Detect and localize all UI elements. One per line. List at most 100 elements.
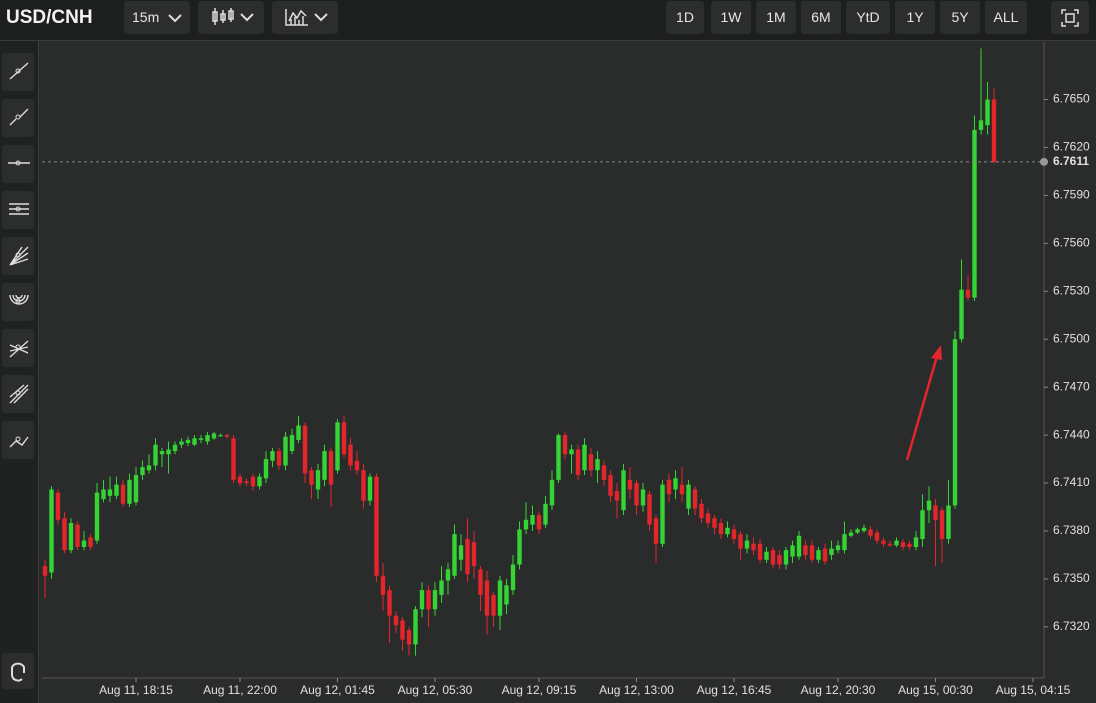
candle-body (647, 494, 652, 525)
draw-tool[interactable] (2, 283, 34, 321)
candle-body (991, 99, 997, 162)
candle-body (205, 435, 210, 442)
candle-body (309, 470, 314, 485)
candle-body (699, 503, 704, 519)
y-tick-label: 6.7530 (1053, 283, 1090, 297)
candle-body (231, 438, 236, 480)
candle-body (900, 542, 906, 547)
candle-body (315, 470, 321, 490)
candle-body (601, 465, 607, 480)
y-tick-label: 6.7350 (1053, 571, 1090, 585)
candle-body (777, 554, 782, 565)
magnet-tool[interactable] (2, 653, 34, 689)
candle-body (608, 475, 613, 496)
range-button[interactable]: 6M (801, 1, 841, 34)
candle-body (172, 444, 178, 452)
candle-body (335, 422, 340, 471)
candle-body (133, 475, 139, 503)
candle-body (120, 484, 126, 504)
candle-body (432, 590, 438, 610)
candle-body (770, 550, 776, 565)
candle-body (140, 467, 145, 476)
candle-body (887, 543, 893, 546)
candle-body (595, 459, 600, 471)
candle-body (426, 590, 431, 610)
candle-body (874, 532, 880, 541)
range-button[interactable]: 5Y (940, 1, 980, 34)
candle-body (809, 545, 815, 560)
candle-body (504, 585, 509, 605)
range-button[interactable]: 1D (666, 1, 704, 34)
indicator-button[interactable] (272, 1, 338, 34)
candle-body (803, 545, 808, 555)
candle-body (861, 527, 867, 531)
candle-body (257, 476, 262, 487)
candle-body (744, 540, 750, 549)
candle-body (367, 476, 373, 501)
candle-body (68, 522, 74, 551)
candle-body (783, 550, 789, 565)
candle-body (107, 489, 113, 496)
tool-icon (9, 246, 29, 266)
range-button[interactable]: 1W (711, 1, 751, 34)
interval-label: 15m (132, 9, 160, 25)
candle-body (192, 438, 197, 445)
tool-icon (9, 384, 29, 404)
candle-body (627, 479, 633, 490)
range-button[interactable]: 1M (756, 1, 796, 34)
chart-type-button[interactable] (198, 1, 264, 34)
candle-body (621, 470, 626, 511)
candle-body (263, 459, 269, 479)
candle-body (185, 439, 191, 444)
candle-icon (212, 8, 254, 25)
candle-body (55, 492, 61, 520)
range-button[interactable]: YtD (846, 1, 890, 34)
candle-body (458, 545, 464, 560)
candle-body (471, 542, 477, 567)
range-button[interactable]: ALL (985, 1, 1027, 34)
draw-tool[interactable] (2, 237, 34, 275)
candle-body (283, 436, 288, 466)
last-price-label: 6.7611 (1053, 154, 1089, 168)
candle-body (549, 479, 555, 506)
fullscreen-button[interactable] (1051, 1, 1089, 34)
y-tick-label: 6.7440 (1053, 427, 1090, 441)
candle-body (738, 534, 743, 549)
candle-body (419, 590, 425, 610)
candle-body (380, 575, 386, 595)
draw-tool[interactable] (2, 421, 34, 459)
draw-tool[interactable] (2, 53, 34, 91)
symbol[interactable]: USD/CNH (6, 7, 93, 28)
range-button[interactable]: 1Y (895, 1, 935, 34)
candle-body (764, 551, 769, 560)
tool-icon (9, 62, 29, 80)
draw-tool[interactable] (2, 99, 34, 137)
candle-body (666, 479, 672, 495)
candle-body (946, 505, 951, 539)
x-tick-label: Aug 11, 22:00 (203, 683, 277, 697)
draw-tool[interactable] (2, 145, 34, 183)
indicator-icon (285, 9, 328, 26)
x-tick-label: Aug 12, 01:45 (300, 683, 375, 697)
interval-button[interactable]: 15m (124, 1, 190, 34)
candle-body (159, 451, 165, 455)
y-tick-label: 6.7620 (1053, 140, 1090, 154)
draw-tool[interactable] (2, 375, 34, 413)
candle-body (361, 470, 366, 501)
candle-body (322, 451, 327, 480)
draw-tool[interactable] (2, 191, 34, 229)
candle-body (907, 543, 912, 547)
y-tick-label: 6.7410 (1053, 475, 1090, 489)
candle-body (114, 484, 119, 496)
x-tick-label: Aug 12, 05:30 (398, 683, 473, 697)
candle-body (328, 451, 334, 485)
candle-body (523, 519, 529, 530)
chevron (168, 14, 182, 23)
draw-tool[interactable] (2, 329, 34, 367)
candle-body (530, 515, 535, 525)
candle-body (822, 548, 828, 562)
candle-body (894, 540, 899, 546)
candle-body (302, 425, 308, 474)
candle-body (653, 518, 659, 544)
